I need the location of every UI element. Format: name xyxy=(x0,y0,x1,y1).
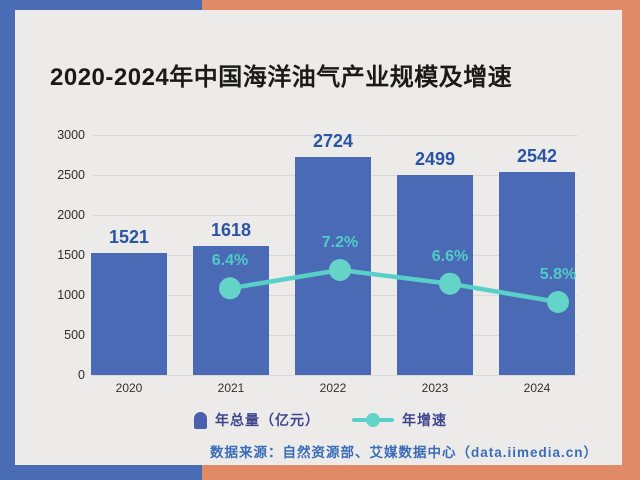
x-tick-2022: 2022 xyxy=(319,381,347,395)
growth-label-2021: 6.4% xyxy=(211,252,249,270)
bar-value-2023: 2499 xyxy=(414,149,456,170)
y-tick-1500: 1500 xyxy=(57,248,85,262)
growth-label-2024: 5.8% xyxy=(539,265,577,283)
chart-title: 2020-2024年中国海洋油气产业规模及增速 xyxy=(50,64,513,91)
line-dot-icon xyxy=(366,413,380,427)
y-tick-1000: 1000 xyxy=(57,288,85,302)
bar-value-2021: 1618 xyxy=(210,219,252,240)
gridline-3000 xyxy=(93,135,578,136)
y-tick-2000: 2000 xyxy=(57,208,85,222)
line-series-icon xyxy=(352,412,394,428)
growth-label-2023: 6.6% xyxy=(431,247,469,265)
bar-series-icon xyxy=(194,411,207,429)
bar-value-2024: 2542 xyxy=(516,145,558,166)
y-tick-0: 0 xyxy=(78,368,85,382)
y-tick-3000: 3000 xyxy=(57,128,85,142)
bar-2021 xyxy=(193,245,269,375)
legend-item-growth: 年增速 xyxy=(352,409,447,431)
gridline-0 xyxy=(93,375,578,376)
legend-bar-label: 年总量（亿元） xyxy=(215,412,320,428)
x-tick-2021: 2021 xyxy=(217,381,245,395)
legend-item-total: 年总量（亿元） xyxy=(194,409,320,431)
legend-line-label: 年增速 xyxy=(402,412,447,428)
x-tick-2023: 2023 xyxy=(421,381,449,395)
y-tick-2500: 2500 xyxy=(57,168,85,182)
x-tick-2024: 2024 xyxy=(523,381,551,395)
growth-label-2022: 7.2% xyxy=(321,233,359,251)
x-tick-2020: 2020 xyxy=(115,381,143,395)
y-tick-500: 500 xyxy=(64,328,85,342)
bar-2023 xyxy=(397,175,473,375)
bar-2020 xyxy=(91,253,167,375)
bar-value-2022: 2724 xyxy=(312,131,354,152)
data-source-text: 数据来源：自然资源部、艾媒数据中心（data.iimedia.cn） xyxy=(210,445,599,460)
bar-value-2020: 1521 xyxy=(108,227,150,248)
bar-2022 xyxy=(295,157,371,375)
